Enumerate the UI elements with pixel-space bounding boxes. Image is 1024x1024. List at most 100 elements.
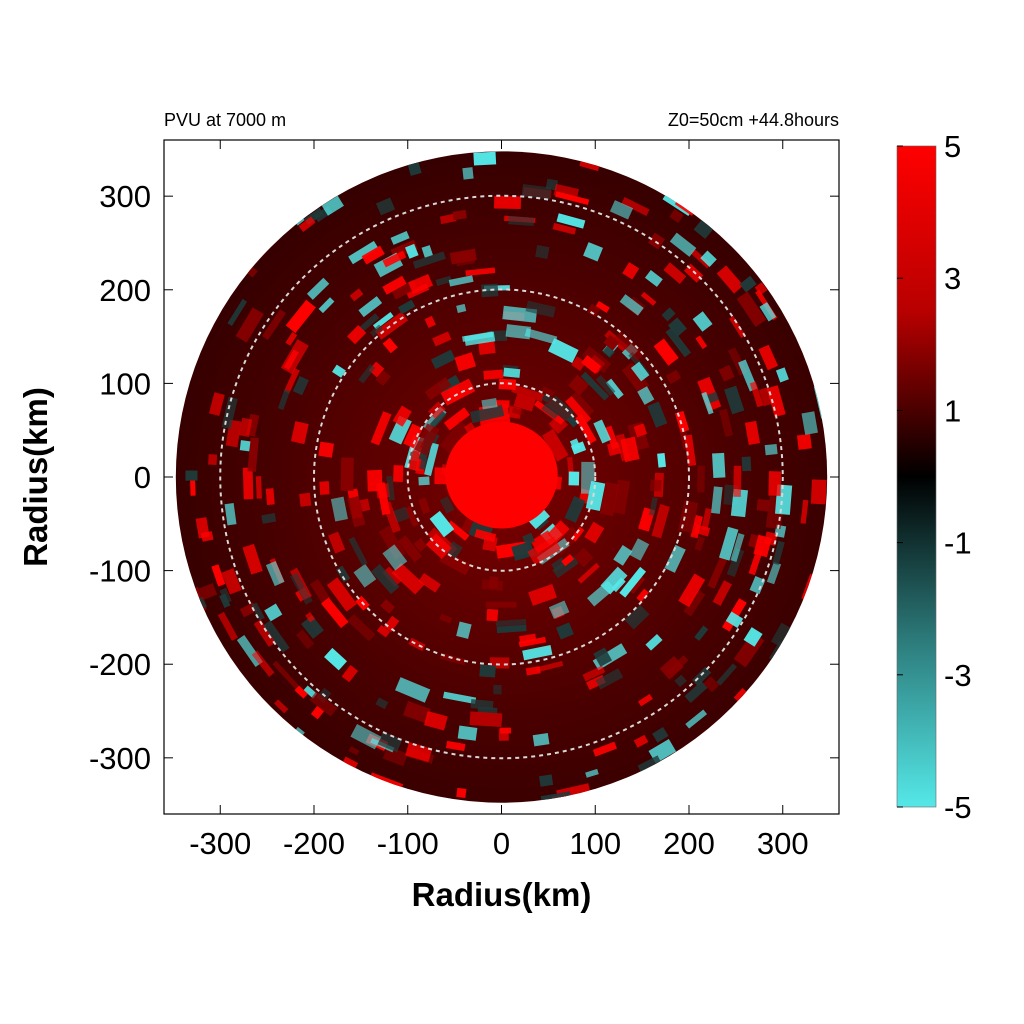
pv-patch	[629, 538, 650, 561]
pv-patch	[462, 167, 474, 180]
pv-patch	[408, 274, 434, 294]
pv-patch	[242, 543, 263, 575]
plot-area: -300 -200 -100 0 100 200 300 300 200 100 0 -100 -20…	[89, 124, 840, 861]
pv-patch	[442, 691, 477, 704]
pv-patch	[238, 417, 253, 438]
pv-patch	[733, 465, 742, 497]
pv-patch	[553, 183, 580, 201]
pv-patch	[748, 548, 763, 576]
pv-patch	[527, 536, 562, 565]
pv-patch	[667, 317, 687, 337]
pv-patch	[331, 364, 346, 378]
pv-patch	[539, 774, 554, 787]
pv-patch	[274, 699, 289, 714]
pv-patch	[347, 495, 366, 528]
pv-patch	[318, 297, 335, 314]
pv-patch	[619, 294, 644, 316]
pv-patch	[301, 615, 324, 639]
pv-patch	[592, 741, 617, 757]
pv-patch	[657, 453, 666, 468]
pv-patch	[237, 237, 255, 255]
pv-patch	[375, 697, 389, 710]
pv-patch	[452, 128, 486, 144]
y-tick-label: -100	[89, 554, 151, 589]
pv-patch	[824, 378, 828, 405]
pv-patch	[353, 563, 377, 588]
pv-patch	[242, 467, 254, 500]
reference-circles	[219, 194, 784, 760]
pv-patch	[452, 209, 467, 221]
pv-patch	[480, 283, 499, 298]
pv-patch	[659, 771, 691, 796]
pv-patch	[762, 689, 781, 707]
pv-patch	[277, 389, 291, 411]
pv-patch	[473, 151, 497, 166]
colorbar-tick-label: -5	[944, 790, 972, 825]
pv-patch	[609, 200, 634, 220]
pv-patch	[299, 492, 312, 507]
pv-patch	[219, 587, 232, 604]
pv-patch	[647, 401, 668, 428]
pv-patch	[464, 331, 496, 346]
pv-patch	[664, 544, 686, 573]
pv-core	[445, 421, 558, 529]
pv-patch	[319, 481, 330, 495]
pv-patch	[456, 621, 472, 639]
x-tick-label: 100	[569, 826, 621, 861]
pv-patch	[445, 740, 466, 752]
pv-patch	[518, 636, 547, 648]
pv-patch	[724, 385, 745, 415]
pv-patch	[388, 415, 412, 445]
pv-patch	[418, 497, 431, 515]
pv-patch	[605, 378, 624, 399]
pv-patch	[358, 296, 383, 318]
pv-patch	[440, 652, 467, 666]
pv-patch	[456, 787, 467, 798]
pv-patch	[611, 577, 626, 593]
pv-patch	[397, 535, 423, 563]
pv-patch	[636, 588, 650, 603]
pv-patch	[564, 496, 586, 523]
pv-patch	[485, 601, 517, 608]
pv-patch	[593, 647, 613, 667]
colorbar-tick-label: -3	[944, 658, 972, 693]
pv-patch	[552, 222, 577, 235]
pv-patch	[669, 232, 697, 257]
pv-patch	[418, 572, 441, 593]
pv-patch	[383, 615, 400, 633]
pv-patch	[580, 461, 595, 494]
pv-patch	[556, 213, 586, 229]
pv-patch	[478, 339, 496, 355]
pv-patch	[796, 433, 812, 450]
pv-patch	[503, 124, 512, 138]
pv-patch	[380, 599, 396, 614]
pv-patch	[595, 374, 616, 397]
pv-patch	[768, 471, 782, 496]
pv-patch	[548, 600, 570, 619]
pv-patch	[595, 668, 624, 690]
pv-patch	[679, 751, 691, 764]
pv-patch	[424, 315, 436, 328]
pv-patch	[511, 541, 535, 561]
pv-patch	[284, 368, 300, 394]
y-tick-label: -200	[89, 647, 151, 682]
pv-patch	[429, 410, 447, 429]
pv-patch	[685, 709, 708, 729]
pv-patch	[624, 604, 650, 630]
colorbar-tick-label: 3	[944, 261, 961, 296]
pv-patch	[571, 356, 586, 371]
pv-patch	[454, 251, 475, 267]
pv-patch	[541, 402, 560, 420]
pv-patch	[309, 691, 338, 717]
pv-patch	[525, 300, 556, 318]
pv-patch	[272, 660, 299, 689]
pv-patch	[652, 726, 669, 743]
pv-patch	[457, 725, 478, 741]
pv-patch	[542, 428, 569, 462]
pv-patch	[393, 465, 404, 482]
y-tick-label: 200	[99, 273, 151, 308]
pv-patch	[382, 566, 402, 587]
pv-patch	[447, 384, 464, 402]
x-tick-label: -200	[283, 826, 345, 861]
pv-patch	[691, 666, 712, 687]
